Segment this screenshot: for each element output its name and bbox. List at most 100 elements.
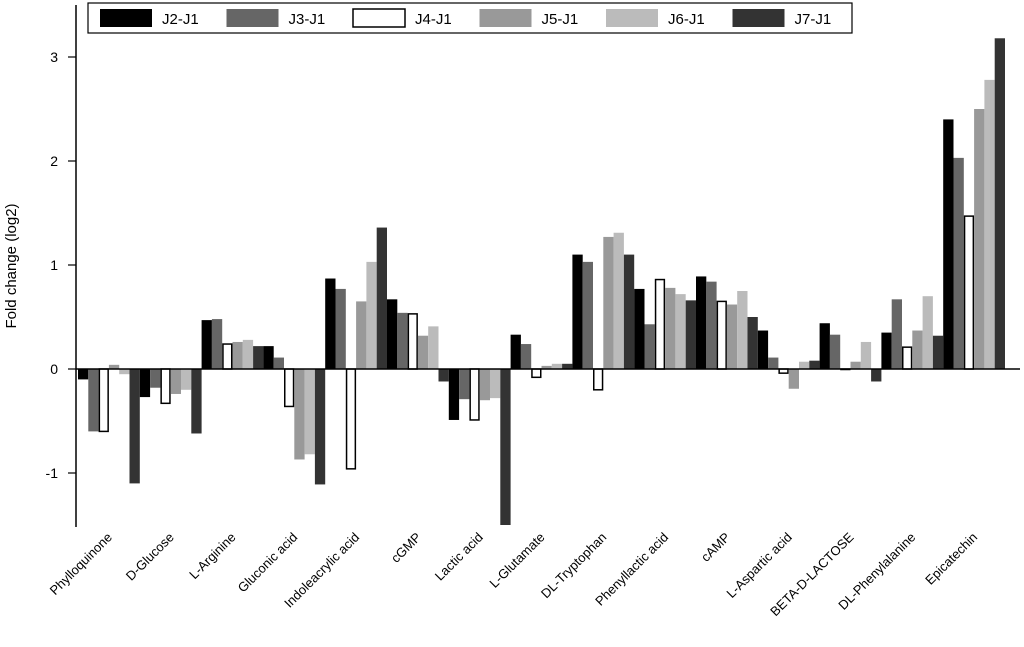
bar-J3-J1-BETA-D-LACTOSE: [829, 334, 841, 369]
bar-J6-J1-DL-Tryptophan: [613, 232, 624, 369]
bar-J7-J1-DL-Tryptophan: [623, 254, 635, 369]
x-tick-label: Epicatechin: [922, 530, 980, 588]
bar-J2-J1-Phylloquinone: [78, 369, 89, 380]
bar-J5-J1-L-Arginine: [232, 341, 243, 369]
x-tick-label: L-Glutamate: [486, 530, 547, 591]
bar-J6-J1-cAMP: [737, 291, 748, 369]
x-tick-label: L-Arginine: [186, 530, 239, 583]
bar-J6-J1-L-Aspartic acid: [799, 361, 810, 369]
bar-J7-J1-cAMP: [747, 317, 758, 369]
bar-J4-J1-Phenyllactic acid: [654, 278, 666, 370]
bar-J4-J1-D-Glucose: [160, 368, 171, 405]
bar-J7-J1-Indoleacrylic acid: [376, 227, 387, 369]
x-tick-label: cGMP: [388, 530, 424, 566]
bar-J6-J1-DL-Phenylalanine: [922, 296, 933, 369]
bar-J2-J1-DL-Phenylalanine: [881, 332, 892, 369]
bar-J7-J1-Gluconic acid: [314, 369, 326, 485]
bar-J6-J1-cGMP: [428, 326, 439, 369]
bar-J4-J1-DL-Tryptophan: [593, 368, 604, 391]
x-labels: Phylloquinone D-Glucose L-ArginineGluconic…: [47, 529, 981, 619]
bar-J5-J1-DL-Phenylalanine: [912, 330, 923, 369]
bar-J2-J1-Epicatechin: [943, 119, 954, 370]
bar-J4-J1-Lactic acid: [469, 368, 480, 421]
y-tick-label: -1: [46, 465, 59, 481]
legend-label: J7-J1: [795, 11, 832, 28]
bar-J4-J1-cAMP: [716, 300, 727, 370]
bar-J5-J1-Epicatechin: [974, 109, 985, 369]
bar-J5-J1-L-Glutamate: [541, 365, 552, 369]
bar-J2-J1-L-Aspartic acid: [757, 330, 769, 369]
bar-J7-J1-L-Aspartic acid: [809, 360, 820, 369]
y-axis-label: Fold change (log2): [3, 203, 20, 328]
bar-J4-J1-Epicatechin: [963, 215, 975, 370]
bar-J2-J1-cGMP: [387, 299, 398, 369]
bar-J7-J1-DL-Phenylalanine: [932, 335, 944, 369]
legend-swatch: [100, 9, 152, 27]
bar-J6-J1-D-Glucose: [181, 369, 192, 390]
bar-J6-J1-Phenyllactic acid: [675, 294, 686, 369]
y-tick-label: 0: [50, 361, 58, 377]
bar-J7-J1-Lactic acid: [500, 369, 511, 525]
bar-J3-J1-Gluconic acid: [273, 357, 284, 369]
bar-J2-J1-L-Glutamate: [510, 334, 521, 369]
legend: J2-J1 J3-J1 J4-J1 J5-J1 J6-J1 J7-J1: [87, 2, 853, 34]
bar-J7-J1-L-Glutamate: [562, 363, 573, 369]
bar-J2-J1-Indoleacrylic acid: [325, 278, 336, 369]
legend-swatch: [479, 9, 532, 27]
bar-J7-J1-BETA-D-LACTOSE: [871, 369, 882, 382]
bar-J5-J1-cGMP: [417, 335, 429, 369]
bar-J3-J1-L-Arginine: [211, 319, 223, 369]
bar-J7-J1-D-Glucose: [191, 369, 202, 434]
y-tick-label: 2: [50, 153, 58, 169]
bar-J5-J1-Lactic acid: [479, 369, 490, 401]
bar-J4-J1-Phylloquinone: [98, 368, 109, 433]
bar-J6-J1-Epicatechin: [984, 79, 995, 369]
bar-J3-J1-L-Glutamate: [520, 344, 532, 369]
bar-J3-J1-Indoleacrylic acid: [335, 288, 346, 369]
bar-J4-J1-cGMP: [407, 313, 418, 370]
bar-J7-J1-Epicatechin: [994, 38, 1005, 369]
bar-J5-J1-L-Aspartic acid: [788, 369, 799, 389]
bar-J3-J1-Lactic acid: [459, 369, 470, 400]
bar-J3-J1-cAMP: [706, 281, 717, 369]
bar-J6-J1-Indoleacrylic acid: [366, 261, 377, 369]
bar-J2-J1-L-Arginine: [201, 320, 212, 369]
x-tick-label: Phylloquinone: [47, 530, 115, 598]
legend-label: J6-J1: [668, 11, 705, 28]
bar-J5-J1-Gluconic acid: [294, 369, 305, 460]
x-tick-label: cAMP: [698, 530, 733, 565]
y-tick-label: 3: [50, 49, 58, 65]
legend-swatch: [352, 8, 406, 28]
bar-J2-J1-Phenyllactic acid: [634, 288, 645, 369]
bar-J6-J1-L-Glutamate: [551, 363, 563, 369]
bar-J7-J1-Phenyllactic acid: [685, 300, 696, 369]
y-tick-label: 1: [50, 257, 58, 273]
bar-J7-J1-L-Arginine: [253, 346, 264, 369]
bar-J4-J1-Indoleacrylic acid: [345, 368, 357, 470]
bar-J7-J1-cGMP: [438, 369, 449, 382]
bar-J2-J1-Lactic acid: [448, 369, 460, 420]
bar-J3-J1-DL-Tryptophan: [582, 261, 593, 369]
bar-J2-J1-D-Glucose: [139, 369, 151, 398]
bar-J4-J1-L-Arginine: [222, 343, 233, 370]
bar-J3-J1-cGMP: [397, 312, 408, 369]
bar-J3-J1-Phylloquinone: [88, 369, 99, 432]
bar-J3-J1-Epicatechin: [953, 157, 964, 369]
x-tick-label: Lactic acid: [432, 530, 486, 584]
bar-J5-J1-Phenyllactic acid: [665, 287, 676, 369]
bar-J3-J1-L-Aspartic acid: [768, 357, 779, 369]
bar-J2-J1-cAMP: [696, 276, 707, 369]
legend-label: J3-J1: [289, 11, 326, 28]
bar-J2-J1-BETA-D-LACTOSE: [819, 323, 830, 369]
bar-J5-J1-Phylloquinone: [108, 364, 120, 369]
x-tick-label: D-Glucose: [123, 530, 177, 584]
bar-J6-J1-BETA-D-LACTOSE: [860, 341, 872, 369]
bars-layer: [78, 38, 1005, 525]
legend-label: J4-J1: [415, 11, 452, 28]
legend-swatch: [226, 9, 279, 27]
bar-J6-J1-Phylloquinone: [119, 369, 130, 375]
y-ticks: -1 0 1 2 3: [46, 49, 76, 481]
bar-J5-J1-DL-Tryptophan: [603, 236, 614, 369]
bar-J7-J1-Phylloquinone: [129, 369, 140, 484]
legend-swatch: [732, 9, 785, 27]
